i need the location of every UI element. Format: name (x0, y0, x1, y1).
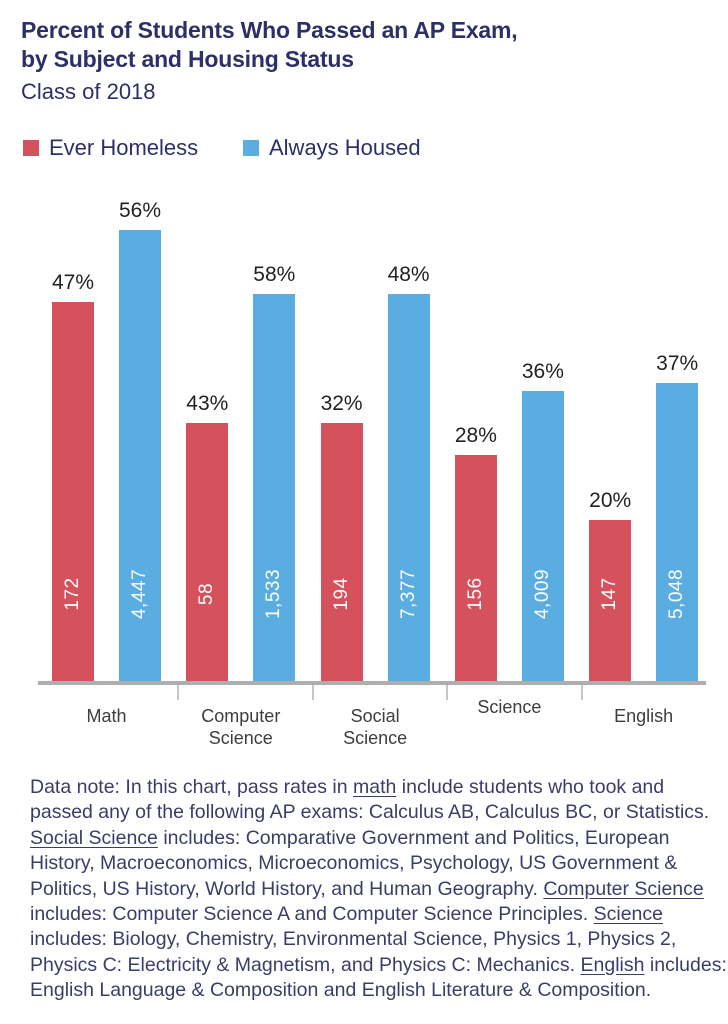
count-label: 156 (464, 577, 486, 611)
chart-title-line-1: Percent of Students Who Passed an AP Exa… (21, 17, 518, 43)
bar-ever-homeless (320, 423, 363, 681)
bar-always-housed (656, 383, 699, 681)
bar-always-housed (119, 230, 161, 681)
x-axis-label: Science (477, 697, 542, 717)
data-note-line: Politics, US History, World History, and… (30, 877, 704, 900)
x-axis-tick (581, 685, 583, 700)
percent-label: 47% (51, 271, 95, 294)
percent-label: 48% (387, 263, 430, 286)
bar-ever-homeless (589, 520, 632, 681)
count-label: 7,377 (397, 568, 419, 620)
bar-always-housed (387, 294, 430, 681)
count-label: 58 (196, 582, 218, 606)
count-label: 194 (330, 577, 352, 611)
percent-label: 32% (320, 392, 363, 415)
chart-title-line-2: by Subject and Housing Status (21, 46, 354, 72)
count-label: 4,447 (129, 568, 150, 620)
percent-label: 58% (253, 263, 296, 286)
x-axis-label: Math (86, 706, 127, 726)
legend-label: Ever Homeless (49, 135, 199, 160)
data-note-line: passed any of the following AP exams: Ca… (30, 801, 710, 824)
percent-label: 36% (521, 360, 564, 383)
count-label: 4,009 (531, 568, 553, 620)
count-label: 147 (599, 577, 621, 611)
chart-title: Percent of Students Who Passed an AP Exa… (21, 16, 518, 74)
legend-label: Always Housed (269, 135, 421, 160)
count-label: 172 (62, 577, 83, 611)
percent-label: 43% (186, 392, 229, 415)
legend-item: Ever Homeless (23, 135, 198, 161)
x-axis-label: Computer Science (201, 706, 281, 748)
bar-ever-homeless (52, 302, 94, 681)
legend-item: Always Housed (243, 135, 421, 161)
legend-swatch-icon (243, 140, 259, 156)
data-note-line: Social Science includes: Comparative Gov… (30, 826, 670, 849)
percent-label: 56% (118, 199, 162, 222)
percent-label: 28% (454, 424, 497, 447)
data-note: Data note: In this chart, pass rates in … (30, 775, 727, 1004)
x-axis-tick (312, 685, 314, 700)
count-label: 1,533 (263, 568, 285, 620)
data-note-line: History, Macroeconomics, Microeconomics,… (30, 852, 678, 875)
x-axis-tick (177, 685, 179, 700)
percent-label: 37% (656, 352, 699, 375)
bar-ever-homeless (186, 423, 229, 681)
data-note-line: includes: Computer Science A and Compute… (30, 903, 663, 926)
data-note-line: includes: Biology, Chemistry, Environmen… (30, 928, 677, 951)
legend-swatch-icon (23, 140, 39, 156)
x-axis-tick (446, 685, 448, 700)
bar-always-housed (253, 294, 296, 681)
data-note-line: Physics C: Electricity & Magnetism, and … (30, 953, 727, 976)
bar-chart: 47% 172 56% 4,447 Math 43% 58 58% 1,533 Computer S… (0, 195, 728, 748)
x-axis-label: Social Science (343, 706, 408, 748)
chart-subtitle: Class of 2018 (21, 79, 156, 104)
bar-ever-homeless (454, 455, 497, 681)
percent-label: 20% (589, 489, 632, 512)
x-axis-line (38, 681, 706, 685)
x-axis-label: English (614, 706, 674, 726)
bar-always-housed (521, 391, 564, 681)
data-note-line: English Language & Composition and Engli… (30, 979, 652, 1002)
count-label: 5,048 (666, 568, 688, 620)
data-note-line: Data note: In this chart, pass rates in … (30, 776, 665, 798)
